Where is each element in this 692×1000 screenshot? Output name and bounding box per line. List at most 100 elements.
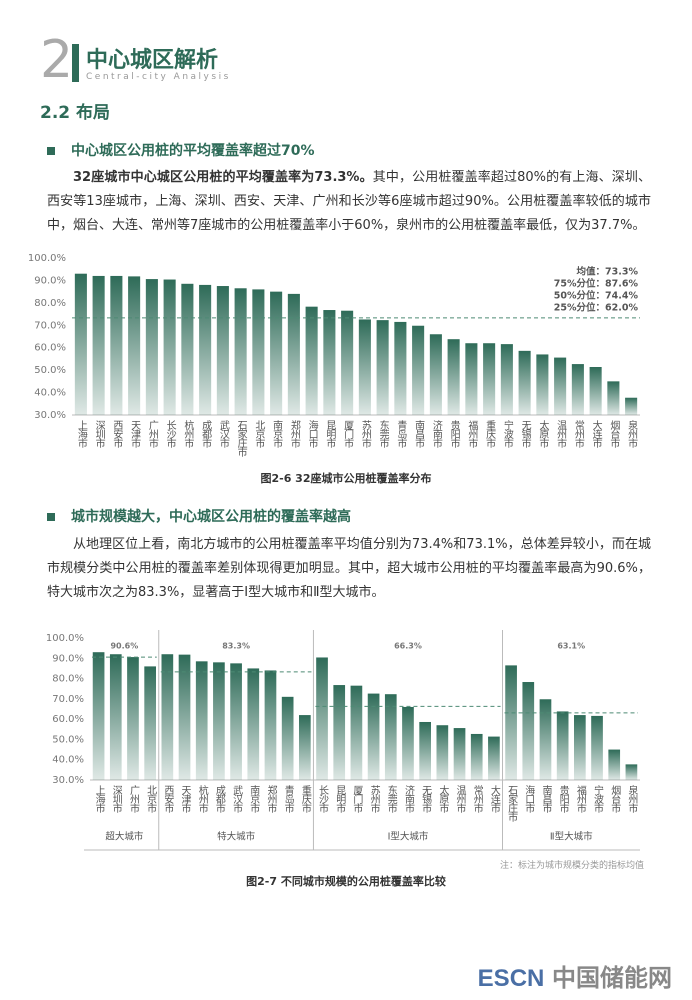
x-tick-label: 温州市: [454, 785, 466, 814]
bar: [213, 662, 225, 780]
bar: [316, 657, 328, 780]
caption: 图2-6 32座城市公用桩覆盖率分布: [260, 472, 432, 485]
logo: ESCN 中国储能网: [478, 958, 672, 993]
bar: [607, 381, 620, 415]
bar: [419, 721, 431, 780]
bar: [252, 289, 265, 415]
chapter-number: 2: [40, 30, 74, 90]
bar: [264, 670, 277, 780]
x-tick-label: 福州市: [574, 784, 586, 814]
bar: [522, 682, 535, 780]
bar: [536, 354, 549, 415]
x-tick-label: 南昌市: [413, 419, 425, 449]
bar: [92, 275, 105, 415]
bar: [333, 685, 346, 780]
bar: [554, 357, 567, 415]
chart: 30.0% 40.0% 50.0% 60.0% 70.0% 80.0% 90.0% 100.0…: [28, 253, 640, 458]
bar: [412, 325, 425, 415]
bar: [429, 334, 442, 415]
y-tick-label: 70.0%: [34, 320, 66, 331]
heading: 城市规模越大，中心城区公用桩的覆盖率越高: [47, 506, 351, 526]
paragraph: 32座城市中心城区公用桩的平均覆盖率为73.3%。其中，公用桩覆盖率超过80%的…: [47, 166, 651, 238]
chapter-subtitle: Central-city Analysis: [86, 72, 231, 82]
bar: [539, 699, 552, 780]
x-tick-label: 泉州市: [626, 419, 638, 449]
bar: [127, 657, 139, 780]
x-tick-label: 贵阳市: [448, 419, 460, 449]
x-tick-label: 青岛市: [395, 419, 407, 449]
x-tick-label: 深圳市: [93, 420, 105, 449]
bar: [247, 668, 260, 780]
bar: [500, 344, 513, 415]
caption: 图2-7 不同城市规模的公用桩覆盖率比较: [246, 875, 446, 888]
chapter-bar: [72, 44, 79, 82]
x-tick-label: 广州市: [127, 785, 139, 814]
paragraph: 从地理区位上看，南北方城市的公用桩覆盖率平均值分别为73.4%和73.1%，总体…: [47, 537, 651, 600]
x-tick-label: 烟台市: [609, 784, 621, 814]
chart: 30.0% 40.0% 50.0% 60.0% 70.0% 80.0% 90.0% 100.0…: [46, 630, 640, 851]
bar: [195, 661, 208, 780]
x-tick-label: 石家庄市: [235, 420, 247, 458]
x-tick-label: 海口市: [306, 419, 318, 449]
x-tick-label: 大连市: [488, 784, 500, 814]
x-tick-label: 上海市: [93, 785, 105, 814]
bar: [608, 749, 621, 780]
x-tick-label: 深圳市: [110, 785, 122, 814]
chapter-title: 中心城区解析: [86, 48, 219, 73]
y-tick-label: 40.0%: [52, 755, 84, 766]
bar: [436, 725, 449, 780]
x-tick-label: 北京市: [253, 420, 265, 449]
bar: [216, 286, 229, 415]
bar: [92, 652, 105, 780]
x-tick-label: 福州市: [466, 419, 478, 449]
bar: [341, 310, 354, 415]
x-tick-label: 泉州市: [626, 784, 638, 814]
logo-en: ESCN: [477, 965, 545, 992]
x-tick-label: 杭州市: [196, 784, 208, 814]
x-tick-label: 常州市: [471, 784, 483, 814]
y-tick-label: 50.0%: [52, 734, 84, 745]
bar: [453, 728, 466, 780]
bar: [144, 666, 156, 780]
x-tick-label: 上海市: [75, 420, 87, 449]
text: 其中，公用桩覆盖率超过80%的有上海、深圳、西安等13座城市，上海、深圳、西安、…: [47, 170, 651, 233]
x-tick-label: 烟台市: [608, 419, 620, 449]
bar: [281, 696, 294, 780]
x-tick-label: 无锡市: [420, 785, 432, 814]
bar: [505, 665, 517, 780]
bar: [518, 350, 531, 415]
mean-label: 66.3%: [394, 642, 422, 651]
stat-label: 均值：73.3%: [577, 266, 639, 278]
bar: [350, 685, 363, 780]
bar: [447, 339, 460, 415]
x-tick-label: 厦门市: [351, 785, 363, 814]
x-tick-label: 厦门市: [342, 420, 354, 449]
bar: [128, 276, 141, 415]
mean-label: 83.3%: [222, 642, 250, 651]
y-tick-label: 90.0%: [34, 275, 66, 286]
bar: [358, 319, 371, 415]
x-tick-label: 济南市: [402, 784, 414, 814]
x-tick-label: 大连市: [590, 419, 602, 449]
y-tick-label: 100.0%: [28, 253, 66, 264]
x-tick-label: 成都市: [213, 785, 225, 814]
bar: [589, 367, 602, 415]
bar: [230, 663, 242, 780]
x-tick-label: 宁波市: [592, 784, 604, 814]
x-tick-label: 北京市: [145, 785, 157, 814]
x-tick-label: 长沙市: [164, 420, 176, 449]
bar: [161, 654, 174, 780]
x-tick-label: 西安市: [111, 420, 123, 449]
bold-text: 32座城市中心城区公用桩的平均覆盖率为73.3%。: [73, 170, 373, 185]
x-tick-label: 苏州市: [359, 419, 371, 449]
logo-cn: 中国储能网: [552, 964, 672, 992]
y-tick-label: 30.0%: [34, 410, 66, 421]
bar: [367, 693, 380, 780]
bar: [591, 715, 603, 780]
bar: [305, 306, 318, 415]
stat-label: 25%分位：62.0%: [554, 302, 639, 314]
x-tick-label: 南昌市: [540, 784, 552, 814]
bar: [571, 364, 584, 415]
group-label: 超大城市: [105, 831, 144, 843]
x-tick-label: 海口市: [523, 784, 535, 814]
